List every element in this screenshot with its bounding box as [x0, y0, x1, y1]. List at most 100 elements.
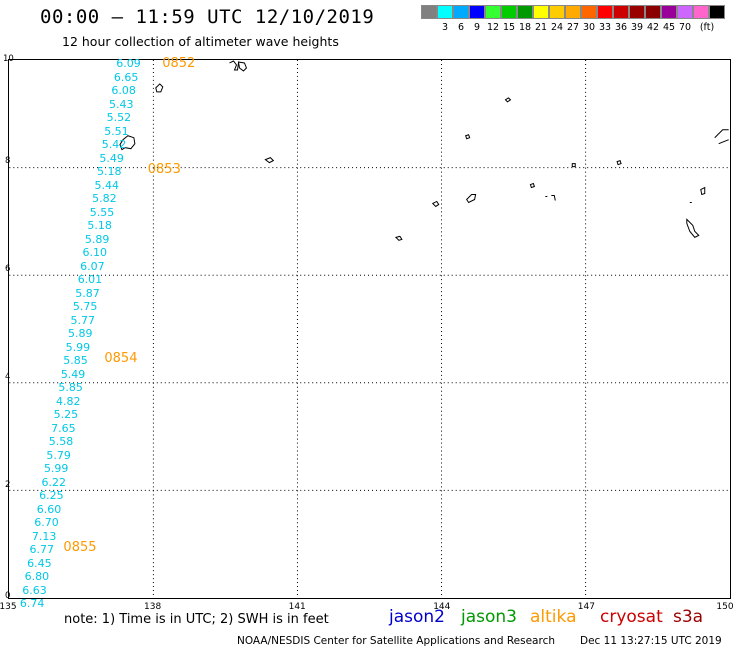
footer-credit: NOAA/NESDIS Center for Satellite Applica… — [237, 635, 555, 647]
footer-timestamp: Dec 11 13:27:15 UTC 2019 — [580, 635, 722, 647]
swh-observation: 5.85 — [58, 381, 83, 395]
island-d — [714, 129, 729, 145]
colorbar-swatch — [517, 5, 533, 19]
swh-observation: 6.10 — [82, 246, 108, 260]
colorbar-swatch — [453, 5, 469, 19]
colorbar-swatch — [421, 5, 437, 19]
swh-observation: 6.22 — [41, 475, 67, 489]
latitude-label: 2 — [5, 480, 11, 490]
island-b — [571, 163, 576, 168]
longitude-label: 135 — [0, 602, 17, 612]
longitude-label: 150 — [716, 602, 734, 612]
satellite-jason2: jason2 — [389, 607, 445, 627]
pass-time-label: 0854 — [104, 350, 138, 366]
swh-observation: 6.63 — [22, 583, 47, 597]
latitude-label: 10 — [3, 54, 14, 64]
colorbar-swatch — [613, 5, 629, 19]
latitude-label: 6 — [5, 264, 11, 274]
swh-observation: 5.49 — [60, 367, 86, 381]
island-k — [394, 235, 403, 241]
latitude-label: 8 — [5, 156, 11, 166]
swh-observation: 5.79 — [46, 448, 71, 462]
wave-height-map — [8, 59, 731, 599]
colorbar-swatch — [485, 5, 501, 19]
swh-observation: 6.08 — [111, 84, 136, 98]
swh-observation: 5.25 — [53, 408, 79, 422]
swh-observation: 6.07 — [80, 259, 105, 273]
island-g — [465, 194, 477, 204]
colorbar-swatch — [661, 5, 677, 19]
colorbar-swatch — [645, 5, 661, 19]
island-i — [700, 186, 706, 196]
satellite-cryosat: cryosat — [600, 607, 663, 627]
swh-observation: 5.99 — [65, 340, 91, 354]
colorbar-swatch — [533, 5, 549, 19]
satellite-jason3: jason3 — [461, 607, 517, 627]
swh-observation: 6.45 — [27, 556, 52, 570]
swh-observation: 5.77 — [70, 313, 95, 327]
colorbar-label: 70 — [678, 22, 692, 33]
colorbar-swatch — [549, 5, 565, 19]
swh-observation: 5.43 — [109, 97, 134, 111]
graticule-grid — [9, 60, 730, 598]
pass-time-label: 0853 — [147, 161, 181, 177]
colorbar-unit: (ft) — [699, 22, 715, 33]
island-e — [529, 182, 536, 189]
swh-observation: 6.74 — [19, 597, 45, 611]
satellite-altika: altika — [530, 607, 577, 627]
colorbar-label: 36 — [614, 22, 628, 33]
colorbar-label: 18 — [518, 22, 532, 33]
swh-observation: 5.49 — [99, 151, 124, 165]
swh-observation: 7.13 — [31, 529, 57, 543]
note-text: note: 1) Time is in UTC; 2) SWH is in fe… — [64, 612, 329, 627]
longitude-label: 144 — [433, 602, 451, 612]
swh-observation: 5.44 — [94, 178, 120, 192]
swh-observation: 5.87 — [75, 286, 100, 300]
swh-observation: 5.89 — [68, 327, 93, 341]
colorbar-swatch — [693, 5, 709, 19]
swh-observation: 5.18 — [96, 165, 122, 179]
swh-observation: 5.75 — [72, 300, 98, 314]
colorbar-label: 27 — [566, 22, 580, 33]
swh-observation: 5.82 — [92, 192, 117, 206]
colorbar-label: 6 — [457, 22, 465, 33]
colorbar-swatch — [677, 5, 693, 19]
swh-observation: 6.09 — [116, 57, 141, 71]
island-pulo-anna — [504, 97, 512, 103]
colorbar-label: 15 — [502, 22, 516, 33]
swh-observation: 5.85 — [63, 354, 88, 368]
swh-observation: 5.51 — [104, 124, 129, 138]
colorbar-swatch — [437, 5, 453, 19]
pass-time-label: 0852 — [162, 56, 196, 72]
colorbar-label: 9 — [473, 22, 481, 33]
island-a — [465, 134, 471, 140]
swh-observation: 6.60 — [36, 502, 62, 516]
satellite-s3a: s3a — [673, 607, 704, 627]
swh-observation: 5.58 — [48, 435, 74, 449]
colorbar-label: 12 — [486, 22, 500, 33]
island-ulithi — [155, 83, 164, 93]
colorbar-swatch — [501, 5, 517, 19]
latitude-label: 0 — [5, 591, 11, 601]
swh-observation: 5.99 — [43, 462, 69, 476]
colorbar-label: 45 — [662, 22, 676, 33]
island-h — [431, 200, 440, 208]
swh-observation: 6.70 — [34, 516, 59, 530]
swh-observation: 6.77 — [29, 543, 54, 557]
colorbar-swatch — [597, 5, 613, 19]
longitude-label: 147 — [577, 602, 595, 612]
swh-observation: 5.42 — [101, 138, 127, 152]
colorbar-swatch — [469, 5, 485, 19]
swh-observation: 6.25 — [39, 489, 64, 503]
pass-time-label: 0855 — [63, 539, 97, 555]
island-f — [545, 194, 556, 201]
colorbar-swatch — [581, 5, 597, 19]
colorbar-label: 33 — [598, 22, 612, 33]
swh-observation: 5.52 — [106, 111, 132, 125]
swh-observation: 7.65 — [51, 421, 76, 435]
colorbar-label: 39 — [630, 22, 644, 33]
latitude-label: 4 — [5, 372, 11, 382]
swh-observation: 6.80 — [24, 570, 50, 584]
swh-observation: 5.18 — [87, 219, 112, 233]
colorbar-swatch — [709, 5, 725, 19]
